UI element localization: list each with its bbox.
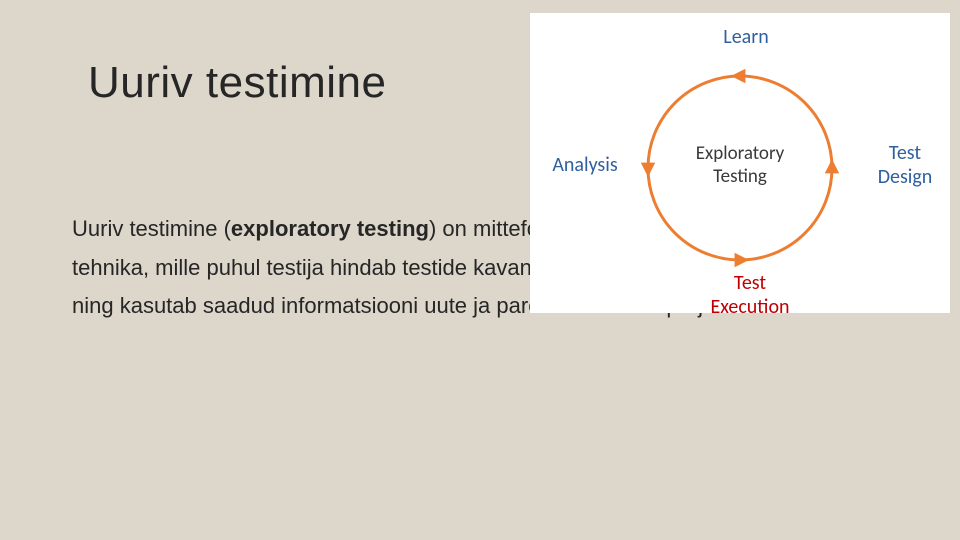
diagram-label-design: TestDesign [860,141,950,189]
body-text-bold: exploratory testing [231,216,429,241]
body-text-pre: Uuriv testimine ( [72,216,231,241]
diagram-label-analysis: Analysis [540,153,630,177]
slide: Uuriv testimine Uuriv testimine (explora… [0,0,960,540]
center-line2: Testing [713,165,767,188]
slide-title: Uuriv testimine [88,58,386,108]
center-line1: Exploratory [696,142,785,165]
diagram-center-label: Exploratory Testing [685,143,795,189]
diagram-label-execution: TestExecution [700,271,800,319]
diagram-label-learn: Learn [716,25,776,49]
exploratory-testing-diagram: Exploratory Testing LearnTestDesignTestE… [530,13,950,313]
